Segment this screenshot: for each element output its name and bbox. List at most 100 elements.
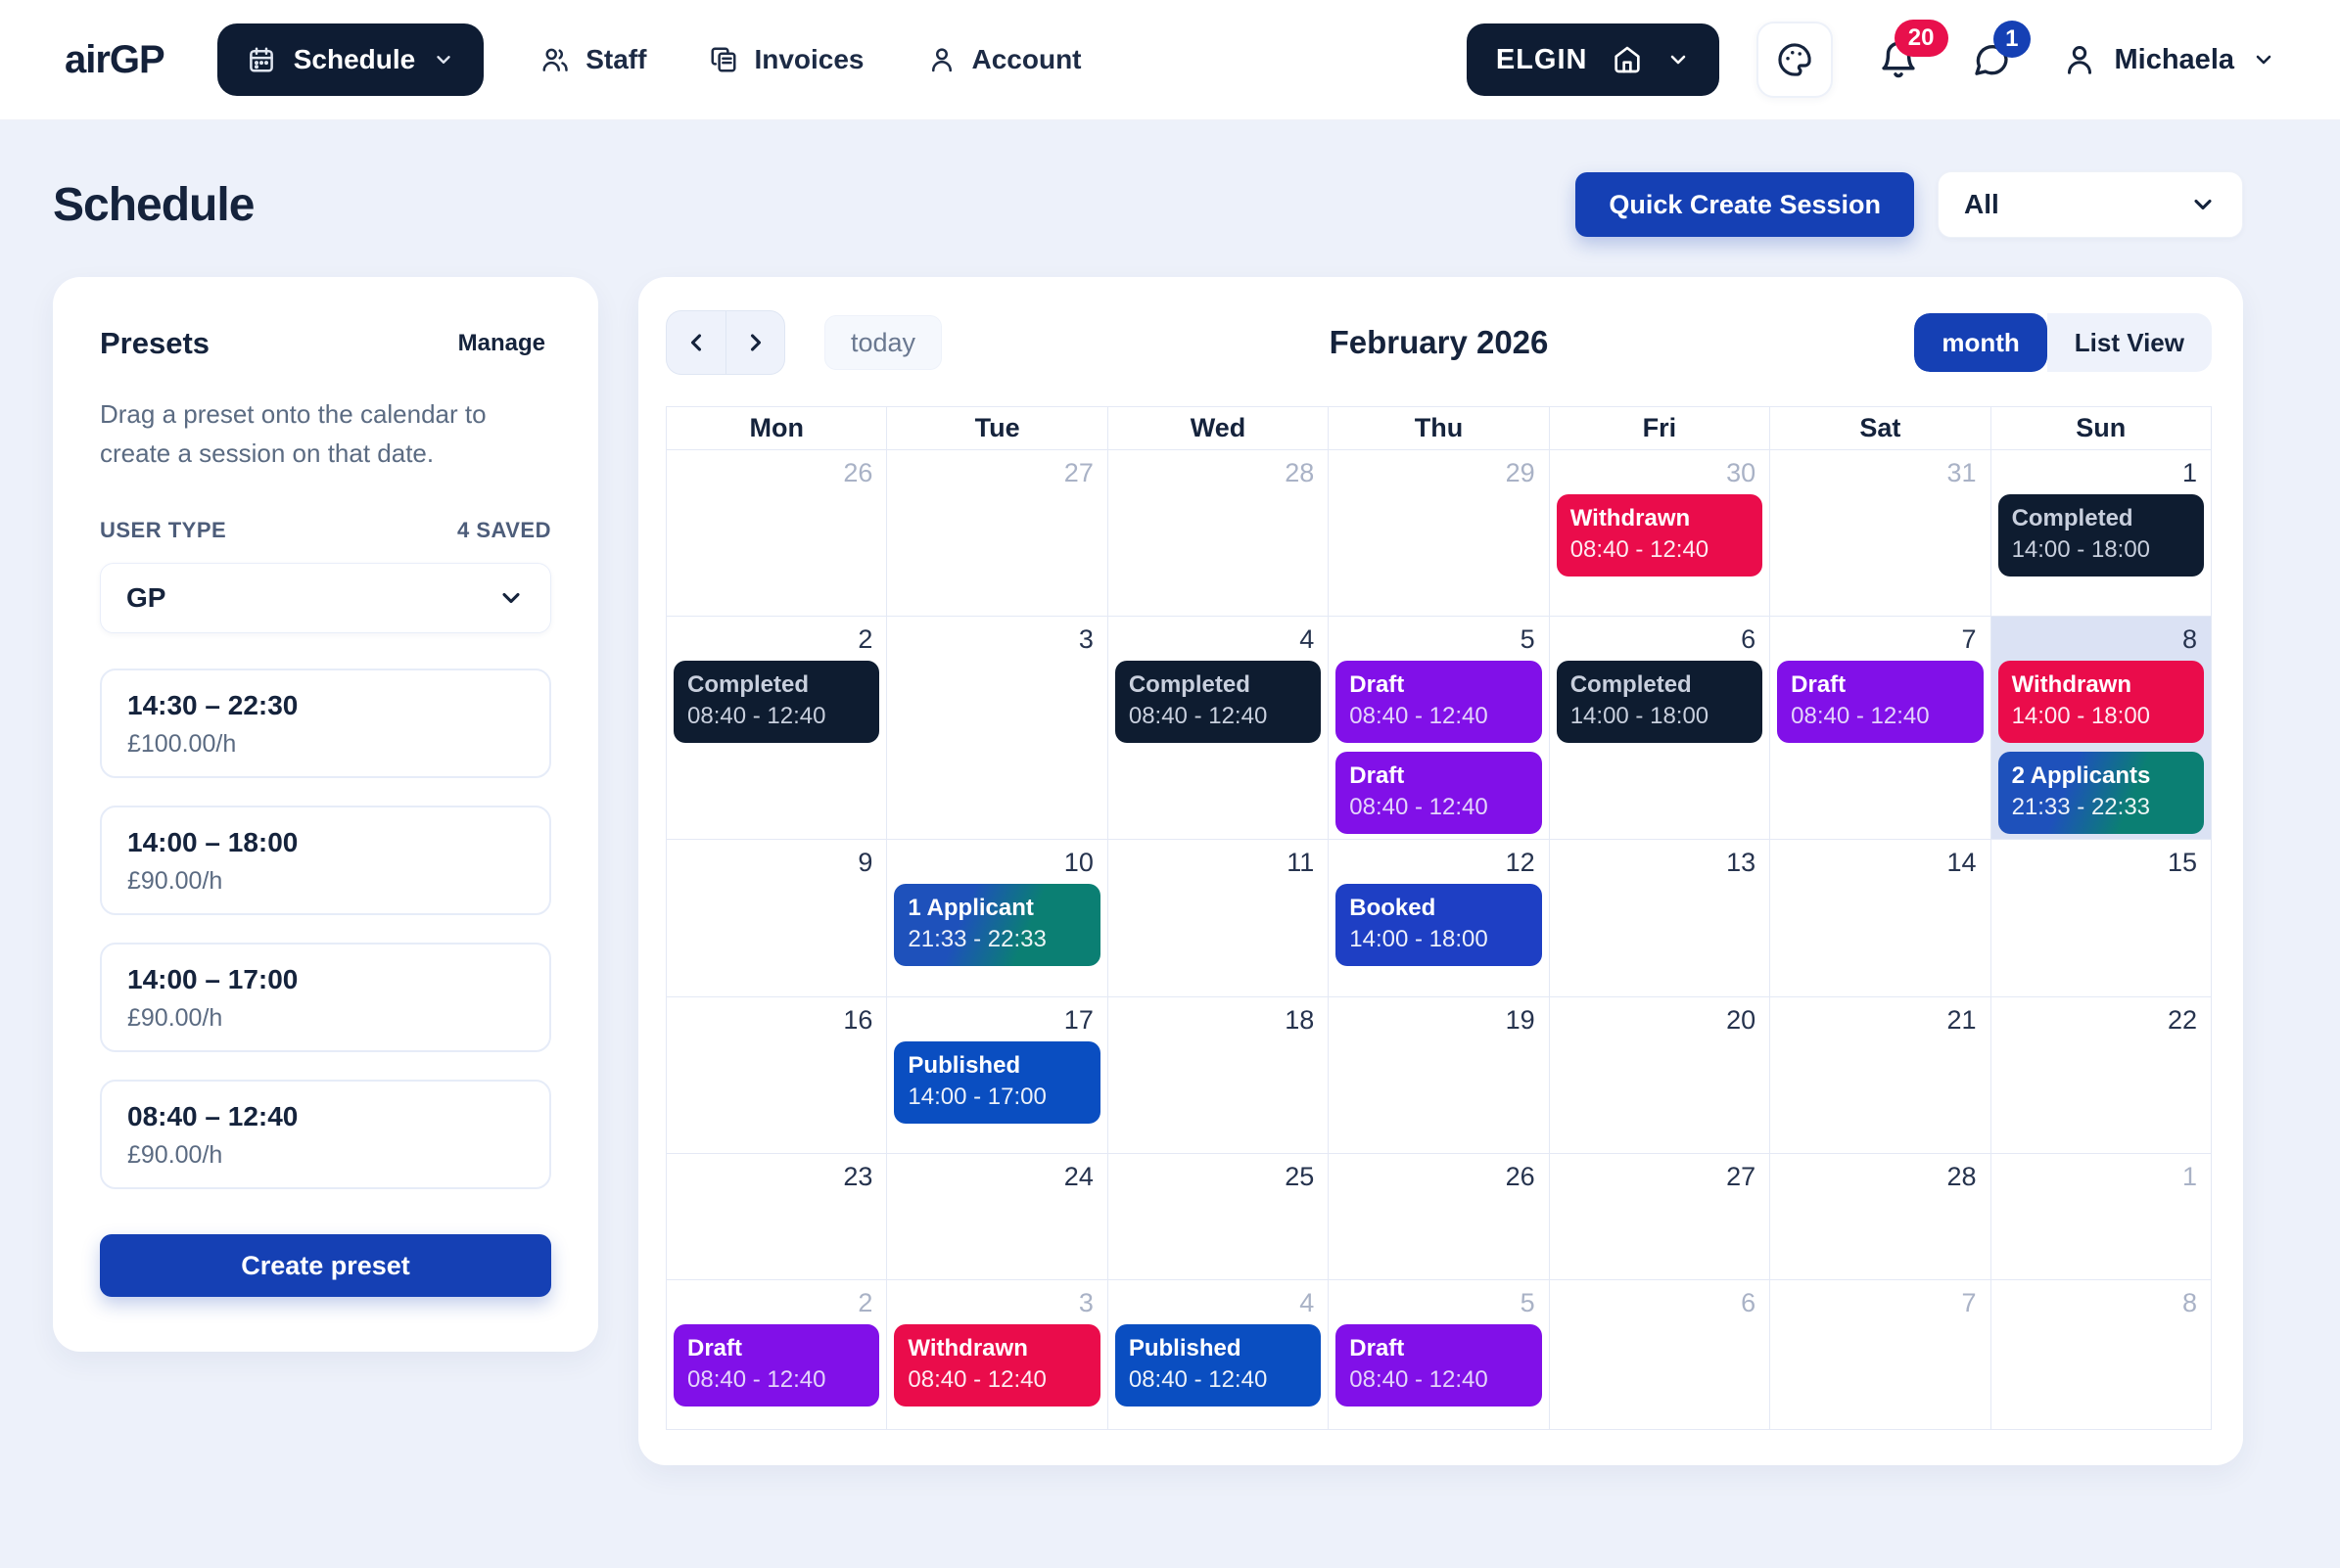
preset-card[interactable]: 08:40 – 12:40 £90.00/h [100,1080,551,1189]
calendar-day-cell[interactable]: 2 Draft 08:40 - 12:40 [667,1280,888,1430]
calendar-event[interactable]: 2 Applicants 21:33 - 22:33 [1997,752,2204,834]
day-number: 6 [1741,624,1756,654]
calendar-day-cell[interactable]: 26 [1329,1154,1550,1280]
preset-card[interactable]: 14:00 – 18:00 £90.00/h [100,806,551,915]
user-menu[interactable]: Michaela [2056,41,2282,78]
calendar-day-cell[interactable]: 7 [1770,1280,1991,1430]
calendar-day-cell[interactable]: 4 Published 08:40 - 12:40 [1107,1280,1330,1430]
calendar-event[interactable]: Booked 14:00 - 18:00 [1335,884,1542,966]
nav-account[interactable]: Account [921,43,1088,76]
calendar-day-cell[interactable]: 5 Draft 08:40 - 12:40 [1329,1280,1550,1430]
practice-switcher[interactable]: ELGIN [1466,23,1719,96]
calendar-day-cell[interactable]: 6 Completed 14:00 - 18:00 [1549,617,1771,840]
calendar-event[interactable]: Completed 08:40 - 12:40 [1114,661,1322,743]
nav-account-label: Account [971,44,1082,74]
calendar-event[interactable]: Withdrawn 08:40 - 12:40 [1556,494,1763,576]
calendar-day-cell[interactable]: 10 1 Applicant 21:33 - 22:33 [887,840,1108,997]
calendar-event[interactable]: Published 14:00 - 17:00 [894,1041,1100,1124]
calendar-day-cell[interactable]: 3 Withdrawn 08:40 - 12:40 [887,1280,1108,1430]
event-status: Completed [687,671,810,698]
user-type-select[interactable]: GP [100,563,551,633]
calendar-event[interactable]: Completed 08:40 - 12:40 [674,661,880,743]
calendar-day-cell[interactable]: 2 Completed 08:40 - 12:40 [667,617,888,840]
month-view-button[interactable]: month [1914,313,2047,372]
calendar-day-cell[interactable]: 1 Completed 14:00 - 18:00 [1990,450,2212,617]
calendar-day-cell[interactable]: 29 [1329,450,1550,617]
notifications-badge: 20 [1894,20,1948,57]
preset-card[interactable]: 14:00 – 17:00 £90.00/h [100,943,551,1052]
event-status: Published [908,1052,1021,1079]
notifications-button[interactable]: 20 [1870,20,1948,88]
calendar-day-cell[interactable]: 24 [887,1154,1108,1280]
calendar-day-cell[interactable]: 4 Completed 08:40 - 12:40 [1107,617,1330,840]
list-view-button[interactable]: List View [2046,313,2212,372]
calendar-event[interactable]: Draft 08:40 - 12:40 [1335,661,1542,743]
calendar-event[interactable]: Draft 08:40 - 12:40 [1335,752,1542,834]
calendar-day-cell[interactable]: 28 [1107,450,1330,617]
event-status: Withdrawn [1569,505,1691,531]
day-number: 2 [858,624,873,654]
calendar-day-cell[interactable]: 5 Draft 08:40 - 12:40 Draft 08:40 - 12:40 [1329,617,1550,840]
prev-month-button[interactable] [667,311,725,374]
calendar-day-cell[interactable]: 19 [1329,997,1550,1154]
manage-presets-link[interactable]: Manage [452,329,551,358]
calendar-day-cell[interactable]: 25 [1107,1154,1330,1280]
user-name: Michaela [2114,43,2235,75]
calendar-day-cell[interactable]: 9 [667,840,888,997]
calendar-day-cell[interactable]: 17 Published 14:00 - 17:00 [887,997,1108,1154]
day-number: 7 [1961,1288,1977,1317]
calendar-event[interactable]: 1 Applicant 21:33 - 22:33 [894,884,1100,966]
calendar-day-cell[interactable]: 3 [887,617,1108,840]
calendar-day-cell[interactable]: 8 Withdrawn 14:00 - 18:00 2 Applicants 21:33… [1990,617,2212,840]
app-logo[interactable]: airGP [65,37,165,81]
calendar-day-cell[interactable]: 6 [1549,1280,1771,1430]
preset-list: 14:30 – 22:30 £100.00/h 14:00 – 18:00 £90.0… [100,669,551,1189]
main-nav: Schedule Staff Invoices Account [216,23,1088,96]
calendar-day-cell[interactable]: 27 [1549,1154,1771,1280]
calendar-day-cell[interactable]: 27 [887,450,1108,617]
nav-invoices[interactable]: Invoices [703,43,869,76]
calendar-day-cell[interactable]: 16 [667,997,888,1154]
calendar-day-cell[interactable]: 26 [667,450,888,617]
next-month-button[interactable] [725,311,784,374]
preset-card[interactable]: 14:30 – 22:30 £100.00/h [100,669,551,778]
day-events: Withdrawn 08:40 - 12:40 [887,1322,1106,1414]
nav-staff[interactable]: Staff [535,43,652,76]
calendar-day-cell[interactable]: 14 [1770,840,1991,997]
today-button[interactable]: today [824,315,943,370]
calendar-day-cell[interactable]: 18 [1107,997,1330,1154]
calendar-day-cell[interactable]: 30 Withdrawn 08:40 - 12:40 [1549,450,1771,617]
calendar-day-cell[interactable]: 11 [1107,840,1330,997]
calendar-day-cell[interactable]: 20 [1549,997,1771,1154]
calendar-day-cell[interactable]: 22 [1990,997,2212,1154]
day-number: 11 [1287,848,1315,877]
day-number: 20 [1726,1005,1756,1035]
calendar-day-cell[interactable]: 31 [1770,450,1991,617]
calendar-day-cell[interactable]: 21 [1770,997,1991,1154]
nav-schedule[interactable]: Schedule [216,23,485,96]
calendar-day-cell[interactable]: 7 Draft 08:40 - 12:40 [1770,617,1991,840]
calendar-event[interactable]: Completed 14:00 - 18:00 [1997,494,2204,576]
calendar-event[interactable]: Completed 14:00 - 18:00 [1556,661,1763,743]
event-status: Completed [2011,505,2133,531]
calendar-day-cell[interactable]: 1 [1990,1154,2212,1280]
calendar-day-cell[interactable]: 23 [667,1154,888,1280]
theme-button[interactable] [1755,22,1833,98]
session-filter-select[interactable]: All [1938,171,2243,238]
calendar-event[interactable]: Published 08:40 - 12:40 [1114,1324,1322,1407]
calendar-day-cell[interactable]: 8 [1990,1280,2212,1430]
calendar-event[interactable]: Draft 08:40 - 12:40 [674,1324,880,1407]
quick-create-session-button[interactable]: Quick Create Session [1575,172,1914,237]
messages-button[interactable]: 1 [1964,21,2031,87]
calendar-event[interactable]: Draft 08:40 - 12:40 [1777,661,1984,743]
calendar-day-cell[interactable]: 28 [1770,1154,1991,1280]
calendar-event[interactable]: Withdrawn 14:00 - 18:00 [1997,661,2204,743]
calendar-day-cell[interactable]: 12 Booked 14:00 - 18:00 [1329,840,1550,997]
day-number: 31 [1946,458,1977,487]
calendar-event[interactable]: Draft 08:40 - 12:40 [1335,1324,1542,1407]
day-number: 21 [1946,1005,1977,1035]
calendar-event[interactable]: Withdrawn 08:40 - 12:40 [894,1324,1100,1407]
calendar-day-cell[interactable]: 13 [1549,840,1771,997]
create-preset-button[interactable]: Create preset [100,1234,551,1297]
calendar-day-cell[interactable]: 15 [1990,840,2212,997]
